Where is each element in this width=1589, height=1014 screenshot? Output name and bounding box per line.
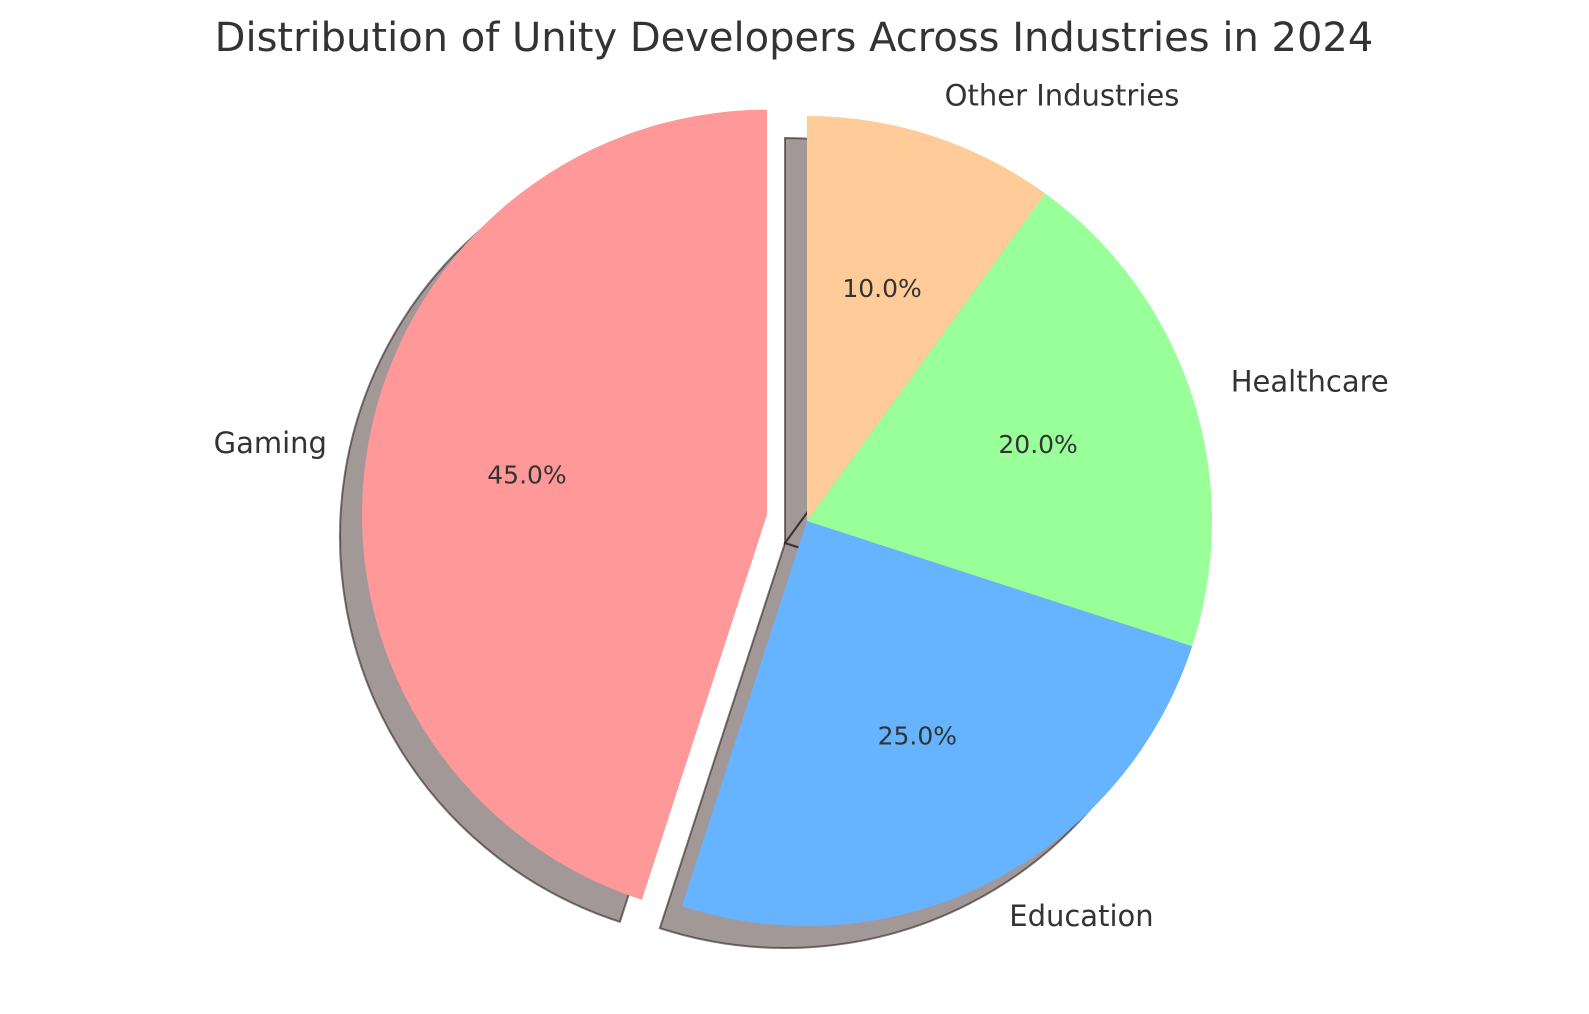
chart-title: Distribution of Unity Developers Across …	[215, 15, 1374, 61]
percent-label: 20.0%	[998, 430, 1077, 459]
pie-slice	[807, 193, 1212, 647]
pie-slice	[361, 109, 767, 900]
slice-label: Healthcare	[1231, 364, 1389, 398]
slice-label: Other Industries	[945, 78, 1180, 112]
percent-label: 45.0%	[487, 461, 566, 490]
slice-label: Gaming	[214, 426, 327, 460]
slice-label: Education	[1009, 899, 1153, 933]
percent-label: 10.0%	[842, 274, 921, 303]
pie-slice	[681, 521, 1193, 926]
pie-slice	[807, 116, 1046, 521]
percent-label: 25.0%	[878, 722, 957, 751]
